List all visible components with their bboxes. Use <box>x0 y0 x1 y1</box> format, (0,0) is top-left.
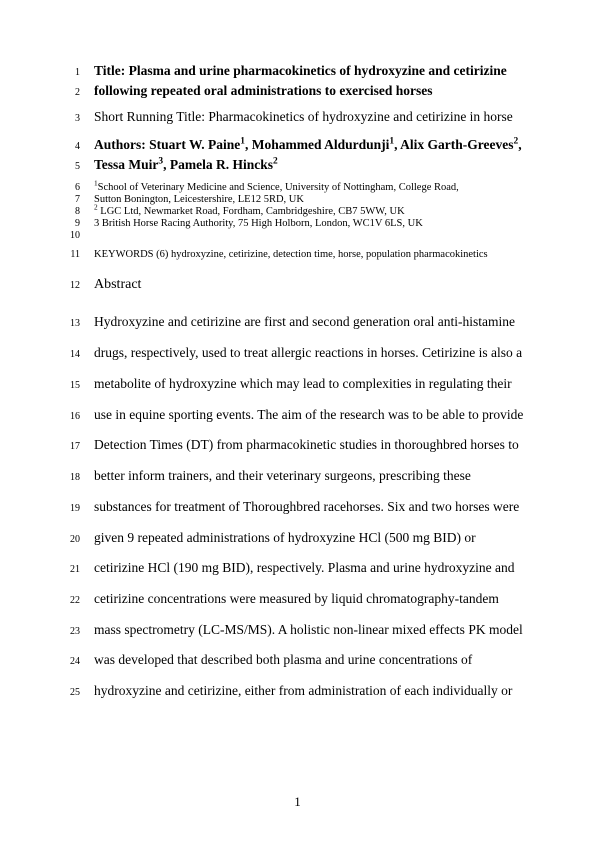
abstract-line: 22 cetirizine concentrations were measur… <box>52 590 527 608</box>
abstract-text: hydroxyzine and cetirizine, either from … <box>80 682 527 700</box>
abstract-text: drugs, respectively, used to treat aller… <box>80 344 527 362</box>
affil-text-4: 3 British Horse Racing Authority, 75 Hig… <box>80 218 527 230</box>
line-number: 20 <box>52 534 80 545</box>
running-title-text: Short Running Title: Pharmacokinetics of… <box>80 108 527 126</box>
line-number: 7 <box>52 194 80 205</box>
title-block: 1 Title: Plasma and urine pharmacokineti… <box>52 62 527 100</box>
abstract-line: 21 cetirizine HCl (190 mg BID), respecti… <box>52 559 527 577</box>
authors-text-2: Tessa Muir3, Pamela R. Hincks2 <box>80 156 527 174</box>
authors-block: 4 Authors: Stuart W. Paine1, Mohammed Al… <box>52 136 527 174</box>
line-number: 2 <box>52 87 80 98</box>
running-title-line: 3 Short Running Title: Pharmacokinetics … <box>52 108 527 126</box>
keywords-text: KEYWORDS (6) hydroxyzine, cetirizine, de… <box>80 248 527 262</box>
line-number: 21 <box>52 564 80 575</box>
page-number: 1 <box>0 794 595 810</box>
line-number: 16 <box>52 411 80 422</box>
abstract-line: 18 better inform trainers, and their vet… <box>52 467 527 485</box>
abstract-line: 14 drugs, respectively, used to treat al… <box>52 344 527 362</box>
abstract-line: 25 hydroxyzine and cetirizine, either fr… <box>52 682 527 700</box>
affil-text-3: 2 LGC Ltd, Newmarket Road, Fordham, Camb… <box>80 206 527 218</box>
authors-line-2: 5 Tessa Muir3, Pamela R. Hincks2 <box>52 156 527 174</box>
abstract-line: 13 Hydroxyzine and cetirizine are first … <box>52 313 527 331</box>
abstract-heading: Abstract <box>80 276 527 295</box>
line-number: 3 <box>52 113 80 124</box>
affil-line-2: 7 Sutton Bonington, Leicestershire, LE12… <box>52 194 527 206</box>
affil-line-blank: 10 <box>52 230 527 242</box>
title-line-1: 1 Title: Plasma and urine pharmacokineti… <box>52 62 527 80</box>
keywords-line: 11 KEYWORDS (6) hydroxyzine, cetirizine,… <box>52 248 527 262</box>
line-number: 15 <box>52 380 80 391</box>
title-text-1: Title: Plasma and urine pharmacokinetics… <box>80 62 527 80</box>
line-number: 12 <box>52 280 80 291</box>
abstract-line: 19 substances for treatment of Thoroughb… <box>52 498 527 516</box>
line-number: 10 <box>52 230 80 241</box>
line-number: 8 <box>52 206 80 217</box>
line-number: 23 <box>52 626 80 637</box>
abstract-block: 13 Hydroxyzine and cetirizine are first … <box>52 313 527 700</box>
line-number: 22 <box>52 595 80 606</box>
title-text-2: following repeated oral administrations … <box>80 82 527 100</box>
abstract-heading-line: 12 Abstract <box>52 276 527 295</box>
authors-line-1: 4 Authors: Stuart W. Paine1, Mohammed Al… <box>52 136 527 154</box>
abstract-text: cetirizine HCl (190 mg BID), respectivel… <box>80 559 527 577</box>
abstract-text: Hydroxyzine and cetirizine are first and… <box>80 313 527 331</box>
abstract-line: 24 was developed that described both pla… <box>52 651 527 669</box>
line-number: 18 <box>52 472 80 483</box>
keywords-block: 11 KEYWORDS (6) hydroxyzine, cetirizine,… <box>52 248 527 262</box>
line-number: 1 <box>52 67 80 78</box>
abstract-text: better inform trainers, and their veteri… <box>80 467 527 485</box>
abstract-text: substances for treatment of Thoroughbred… <box>80 498 527 516</box>
line-number: 11 <box>52 249 80 260</box>
line-number: 25 <box>52 687 80 698</box>
abstract-line: 16 use in equine sporting events. The ai… <box>52 406 527 424</box>
abstract-text: cetirizine concentrations were measured … <box>80 590 527 608</box>
line-number: 17 <box>52 441 80 452</box>
authors-text-1: Authors: Stuart W. Paine1, Mohammed Aldu… <box>80 136 527 154</box>
abstract-text: metabolite of hydroxyzine which may lead… <box>80 375 527 393</box>
affil-line-1: 6 1School of Veterinary Medicine and Sci… <box>52 182 527 194</box>
line-number: 14 <box>52 349 80 360</box>
title-line-2: 2 following repeated oral administration… <box>52 82 527 100</box>
affil-text-2: Sutton Bonington, Leicestershire, LE12 5… <box>80 194 527 206</box>
abstract-line: 17 Detection Times (DT) from pharmacokin… <box>52 436 527 454</box>
affil-line-4: 9 3 British Horse Racing Authority, 75 H… <box>52 218 527 230</box>
line-number: 6 <box>52 182 80 193</box>
abstract-text: use in equine sporting events. The aim o… <box>80 406 527 424</box>
abstract-line: 23 mass spectrometry (LC-MS/MS). A holis… <box>52 621 527 639</box>
affil-line-3: 8 2 LGC Ltd, Newmarket Road, Fordham, Ca… <box>52 206 527 218</box>
blank-line <box>80 230 527 242</box>
line-number: 24 <box>52 656 80 667</box>
abstract-text: given 9 repeated administrations of hydr… <box>80 529 527 547</box>
line-number: 9 <box>52 218 80 229</box>
line-number: 19 <box>52 503 80 514</box>
line-number: 13 <box>52 318 80 329</box>
abstract-text: mass spectrometry (LC-MS/MS). A holistic… <box>80 621 527 639</box>
affiliations-block: 6 1School of Veterinary Medicine and Sci… <box>52 182 527 242</box>
line-number: 5 <box>52 161 80 172</box>
abstract-line: 20 given 9 repeated administrations of h… <box>52 529 527 547</box>
abstract-text: Detection Times (DT) from pharmacokineti… <box>80 436 527 454</box>
affil-text-1: 1School of Veterinary Medicine and Scien… <box>80 182 527 194</box>
abstract-text: was developed that described both plasma… <box>80 651 527 669</box>
line-number: 4 <box>52 141 80 152</box>
abstract-line: 15 metabolite of hydroxyzine which may l… <box>52 375 527 393</box>
